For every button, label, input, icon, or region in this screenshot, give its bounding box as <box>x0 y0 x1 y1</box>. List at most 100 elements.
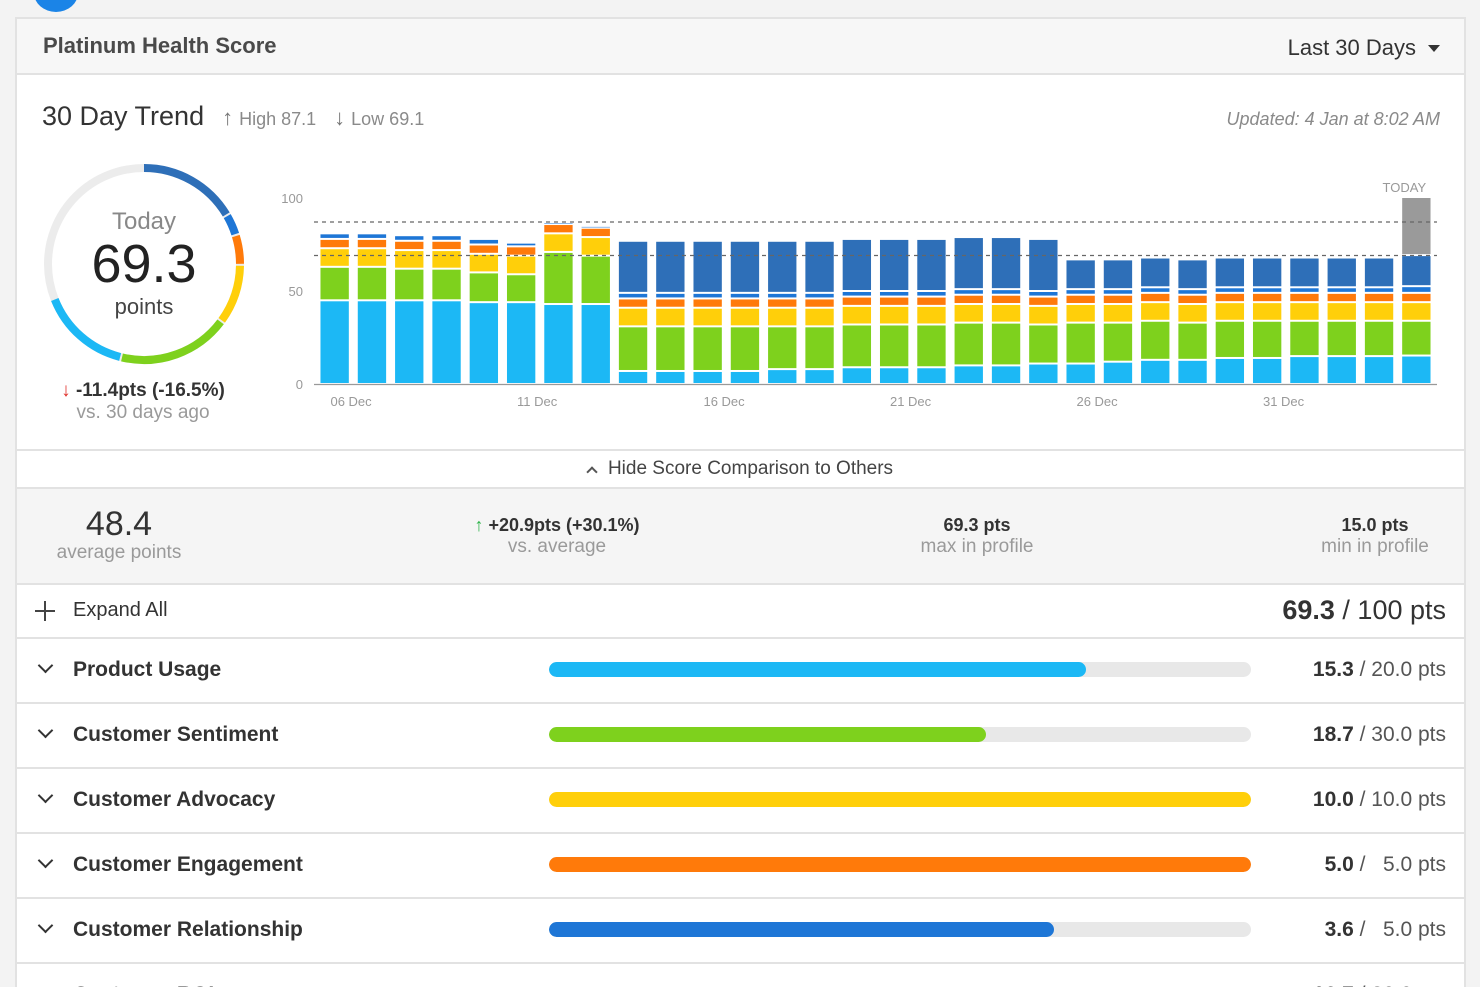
bar-segment-customer-engagement <box>1290 293 1319 302</box>
bar-segment-product-usage <box>768 370 797 383</box>
trend-bar[interactable] <box>320 234 349 383</box>
bar-segment-customer-sentiment <box>357 267 387 300</box>
bar-segment-roi <box>1402 256 1431 286</box>
trend-bar[interactable] <box>1141 258 1170 383</box>
category-row-customer-sentiment[interactable]: Customer Sentiment 18.7 / 30.0 pts <box>17 704 1464 769</box>
trend-bar[interactable] <box>1327 258 1356 383</box>
trend-bar[interactable] <box>1290 258 1319 383</box>
bar-segment-customer-advocacy <box>1103 305 1133 322</box>
category-score-max: / 5.0 pts <box>1353 918 1446 941</box>
category-progress-fill <box>549 922 1055 937</box>
trend-bar[interactable] <box>618 241 648 383</box>
chevron-down-icon <box>37 787 54 804</box>
category-row-customer-engagement[interactable]: Customer Engagement 5.0 / 5.0 pts <box>17 834 1464 899</box>
trend-bar[interactable] <box>506 243 536 383</box>
chevron-down-icon <box>37 657 54 674</box>
bar-segment-customer-engagement <box>1103 295 1133 304</box>
category-row-customer-relationship[interactable]: Customer Relationship 3.6 / 5.0 pts <box>17 899 1464 964</box>
trend-bar[interactable] <box>1178 260 1207 383</box>
arrow-up-icon: ↑ <box>222 105 234 130</box>
updated-timestamp: Updated: 4 Jan at 8:02 AM <box>1226 109 1440 129</box>
bar-segment-customer-engagement <box>581 228 610 237</box>
trend-bar[interactable] <box>432 236 461 383</box>
score-gauge <box>44 164 244 364</box>
trend-bar[interactable] <box>805 241 834 383</box>
bar-segment-customer-sentiment <box>1290 321 1319 356</box>
bar-segment-customer-advocacy <box>917 306 946 324</box>
trend-bar[interactable] <box>1402 198 1431 383</box>
bar-segment-customer-engagement <box>768 299 797 307</box>
bar-segment-customer-engagement <box>357 239 387 248</box>
trend-bar[interactable] <box>656 241 685 383</box>
trend-bar[interactable] <box>1364 258 1394 383</box>
hide-comparison-toggle[interactable]: Hide Score Comparison to Others <box>17 449 1464 489</box>
trend-bar[interactable] <box>357 234 387 383</box>
bar-segment-customer-engagement <box>991 295 1021 304</box>
trend-bar[interactable] <box>544 223 573 383</box>
bar-segment-product-usage <box>1066 364 1095 383</box>
trend-bar[interactable] <box>842 239 872 383</box>
date-range-dropdown[interactable]: Last 30 Days <box>1288 35 1440 61</box>
bar-segment-roi <box>805 241 834 292</box>
trend-bar[interactable] <box>730 241 760 383</box>
x-tick-label: 11 Dec <box>517 394 558 409</box>
bar-segment-customer-sentiment <box>1364 321 1394 356</box>
bar-segment-customer-engagement <box>506 247 536 255</box>
bar-segment-customer-advocacy <box>1029 306 1058 324</box>
trend-bar[interactable] <box>581 226 610 383</box>
bar-segment-customer-sentiment <box>879 325 909 367</box>
today-remainder-segment <box>1402 198 1431 255</box>
bar-segment-customer-sentiment <box>1029 325 1058 363</box>
trend-bar[interactable] <box>879 239 909 383</box>
trend-header: 30 Day Trend ↑ High 87.1 ↓ Low 69.1 <box>42 101 424 132</box>
bar-segment-customer-engagement <box>954 295 983 304</box>
bar-segment-customer-advocacy <box>1141 303 1170 320</box>
bar-segment-customer-relationship <box>357 234 387 238</box>
bar-segment-customer-relationship <box>432 236 461 240</box>
bar-segment-customer-sentiment <box>1252 321 1282 357</box>
expand-all-row[interactable]: Expand All 69.3 / 100 pts <box>17 585 1464 639</box>
trend-bar[interactable] <box>917 239 946 383</box>
trend-bar[interactable] <box>1066 260 1095 383</box>
category-progress-track <box>549 922 1251 937</box>
bar-segment-product-usage <box>618 371 648 383</box>
trend-bar[interactable] <box>1252 258 1282 383</box>
bar-segment-roi <box>954 238 983 289</box>
trend-bar[interactable] <box>991 238 1021 383</box>
category-progress-fill <box>549 792 1251 807</box>
trend-bar[interactable] <box>693 241 722 383</box>
health-score-card: Platinum Health Score Last 30 Days 30 Da… <box>15 17 1466 987</box>
x-tick-label: 26 Dec <box>1076 394 1118 409</box>
category-row-customer-roi[interactable]: Customer ROI 16.7 / 20.0 pts <box>17 964 1464 987</box>
gauge-arc-customer-engagement <box>44 164 244 364</box>
bar-segment-customer-sentiment <box>1066 323 1095 363</box>
y-tick-label: 100 <box>281 191 303 206</box>
bar-segment-customer-advocacy <box>879 306 909 324</box>
category-score-max: / 10.0 pts <box>1353 788 1446 811</box>
category-score-value: 15.3 <box>1312 658 1354 681</box>
trend-bar[interactable] <box>1029 239 1058 383</box>
category-row-customer-advocacy[interactable]: Customer Advocacy 10.0 / 10.0 pts <box>17 769 1464 834</box>
bar-segment-customer-relationship <box>1290 288 1319 292</box>
trend-chart: 100 50 0 TODAY 06 Dec 11 Dec 16 Dec 21 Dec 26 De… <box>281 180 1437 409</box>
trend-bar[interactable] <box>954 238 983 383</box>
trend-bar[interactable] <box>1103 260 1133 383</box>
bar-segment-customer-relationship <box>1141 288 1170 292</box>
bar-segment-customer-sentiment <box>842 325 872 367</box>
trend-bar[interactable] <box>395 236 424 383</box>
trend-bar[interactable] <box>1215 258 1245 383</box>
bar-segment-customer-advocacy <box>581 238 610 255</box>
gauge-today-label: Today <box>111 208 177 235</box>
trend-bar[interactable] <box>768 241 797 383</box>
trend-bar[interactable] <box>469 239 499 383</box>
bar-segment-customer-engagement <box>544 225 573 233</box>
bar-segment-customer-advocacy <box>842 306 872 324</box>
bar-segment-product-usage <box>842 368 872 383</box>
bar-segment-customer-relationship <box>618 293 648 298</box>
bar-segment-product-usage <box>917 368 946 383</box>
bar-segment-customer-sentiment <box>1215 321 1245 357</box>
stat-vs-average: ↑ +20.9pts (+30.1%) vs. average <box>437 515 677 558</box>
min-caption: min in profile <box>1321 536 1429 557</box>
category-row-product-usage[interactable]: Product Usage 15.3 / 20.0 pts <box>17 639 1464 704</box>
bar-segment-customer-relationship <box>879 292 909 296</box>
